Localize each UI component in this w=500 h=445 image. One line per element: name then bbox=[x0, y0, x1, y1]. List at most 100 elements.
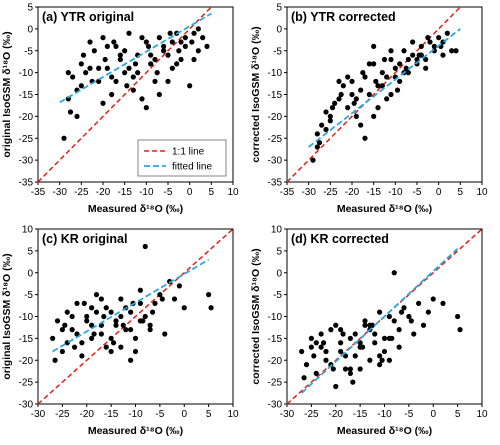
data-point bbox=[154, 70, 160, 76]
data-point bbox=[440, 52, 446, 58]
data-point bbox=[87, 39, 93, 45]
data-point bbox=[405, 70, 411, 76]
data-point bbox=[350, 379, 356, 385]
data-point bbox=[165, 52, 171, 58]
data-point bbox=[181, 305, 187, 311]
y-tick-label: 10 bbox=[22, 225, 34, 236]
data-point bbox=[120, 322, 126, 328]
data-point bbox=[81, 300, 87, 306]
data-point bbox=[128, 309, 134, 315]
data-point bbox=[320, 340, 327, 346]
data-point bbox=[91, 48, 97, 54]
data-point bbox=[386, 313, 392, 320]
data-point bbox=[118, 296, 124, 302]
data-point bbox=[301, 375, 307, 381]
data-point bbox=[137, 300, 143, 306]
data-point bbox=[118, 344, 124, 350]
x-tick-label: -20 bbox=[80, 409, 95, 420]
y-tick-label: 0 bbox=[276, 268, 282, 279]
data-point bbox=[381, 56, 388, 63]
data-point bbox=[74, 300, 80, 306]
x-tick-label: 10 bbox=[476, 409, 488, 420]
data-point bbox=[139, 35, 145, 41]
data-point bbox=[372, 331, 378, 337]
y-tick-label: 0 bbox=[276, 24, 282, 35]
data-point bbox=[430, 296, 436, 302]
data-point bbox=[143, 105, 149, 111]
x-tick-label: -5 bbox=[155, 409, 164, 420]
data-point bbox=[411, 331, 417, 337]
y-tick-label: -20 bbox=[268, 356, 283, 367]
data-point bbox=[130, 87, 136, 93]
data-point bbox=[108, 335, 114, 341]
data-point bbox=[444, 30, 450, 36]
data-point bbox=[102, 56, 108, 63]
data-point bbox=[93, 292, 100, 298]
data-point bbox=[362, 74, 368, 80]
data-point bbox=[420, 322, 427, 328]
data-point bbox=[159, 296, 165, 302]
data-point bbox=[98, 331, 104, 337]
data-point bbox=[418, 52, 424, 58]
legend-label-1to1: 1:1 line bbox=[172, 147, 205, 158]
x-tick-label: -25 bbox=[304, 409, 319, 420]
x-tick-label: -20 bbox=[329, 409, 344, 420]
data-point bbox=[318, 344, 324, 350]
data-point bbox=[117, 56, 123, 63]
data-point bbox=[187, 83, 193, 89]
data-point bbox=[50, 335, 56, 341]
data-point bbox=[342, 366, 349, 372]
y-tick-label: 5 bbox=[27, 246, 33, 257]
data-point bbox=[351, 100, 357, 106]
data-point bbox=[104, 43, 110, 49]
y-tick-label: -20 bbox=[268, 112, 283, 123]
data-point bbox=[93, 309, 100, 315]
data-point bbox=[313, 340, 319, 346]
data-point bbox=[124, 83, 130, 89]
y-tick-label: -25 bbox=[19, 378, 34, 389]
data-point bbox=[103, 305, 109, 311]
data-point bbox=[67, 109, 74, 115]
data-point bbox=[347, 366, 353, 372]
panel-title: (d) KR corrected bbox=[291, 232, 389, 246]
data-point bbox=[148, 61, 154, 67]
data-point bbox=[182, 35, 188, 41]
data-point bbox=[113, 322, 119, 328]
data-point bbox=[132, 61, 139, 67]
data-point bbox=[323, 126, 329, 133]
one-to-one-line bbox=[37, 228, 234, 405]
data-point bbox=[162, 331, 168, 337]
data-point bbox=[142, 243, 148, 250]
data-point bbox=[108, 348, 114, 355]
data-point bbox=[157, 292, 163, 298]
y-tick-label: -25 bbox=[19, 134, 34, 145]
data-point bbox=[156, 35, 162, 41]
data-point bbox=[329, 105, 336, 111]
y-tick-label: -15 bbox=[268, 90, 283, 101]
y-axis-label: corrected IsoGSM δ¹⁸O (‰) bbox=[250, 26, 262, 162]
data-point bbox=[178, 56, 184, 63]
data-point bbox=[79, 340, 85, 346]
plot-frame bbox=[286, 6, 483, 183]
y-tick-label: -30 bbox=[19, 156, 34, 167]
data-point bbox=[352, 353, 358, 359]
data-point bbox=[408, 318, 414, 324]
data-point bbox=[359, 344, 366, 350]
data-point bbox=[388, 48, 394, 54]
data-point bbox=[104, 65, 110, 71]
y-tick-label: -30 bbox=[268, 156, 283, 167]
data-point bbox=[303, 362, 310, 368]
fitted-line bbox=[59, 12, 212, 104]
data-point bbox=[130, 74, 136, 80]
x-tick-label: -10 bbox=[128, 409, 143, 420]
data-point bbox=[357, 340, 363, 346]
data-point bbox=[100, 100, 106, 106]
data-point bbox=[403, 65, 409, 71]
data-point bbox=[340, 331, 346, 337]
x-tick-label: -20 bbox=[96, 187, 111, 198]
data-point bbox=[169, 65, 175, 71]
data-point bbox=[371, 43, 377, 49]
data-point bbox=[178, 39, 184, 45]
data-point bbox=[195, 48, 201, 54]
